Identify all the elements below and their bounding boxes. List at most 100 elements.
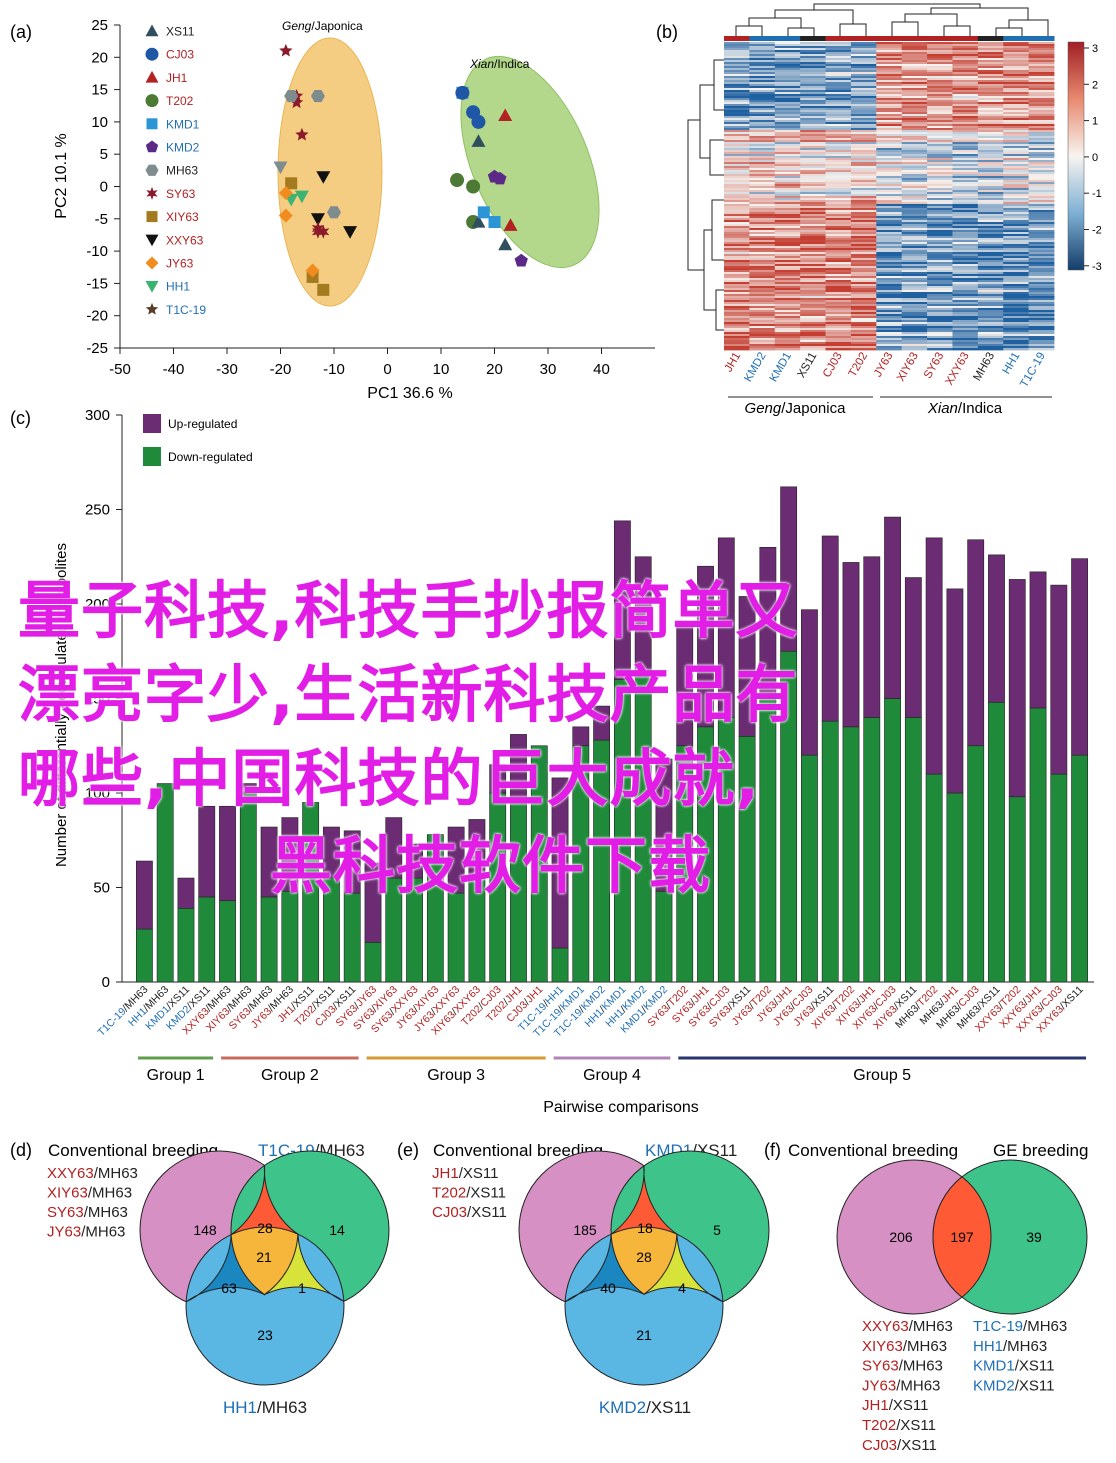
- heatmap-cell: [927, 338, 953, 341]
- heatmap-cell: [1028, 254, 1055, 257]
- heatmap-cell: [876, 266, 903, 269]
- heatmap-cell: [901, 222, 928, 225]
- heatmap-cell: [825, 130, 852, 133]
- heatmap-cell: [1028, 320, 1055, 323]
- heatmap-cell: [724, 118, 750, 121]
- heatmap-cell: [952, 48, 979, 51]
- heatmap-cell: [952, 138, 979, 141]
- heatmap-cell: [977, 144, 1004, 147]
- heatmap-cell: [977, 108, 1004, 111]
- heatmap-cell: [876, 204, 903, 207]
- heatmap-cell: [825, 124, 852, 127]
- heatmap-cell: [901, 310, 928, 313]
- heatmap-cell: [800, 324, 826, 327]
- heatmap-cell: [800, 274, 826, 277]
- heatmap-cell: [724, 76, 750, 79]
- heatmap-cell: [1028, 50, 1055, 53]
- heatmap-cell: [952, 146, 979, 149]
- legend-label: XIY63: [166, 210, 199, 224]
- heatmap-cell: [774, 224, 801, 227]
- heatmap-cell: [876, 74, 903, 77]
- heatmap-cell: [952, 284, 979, 287]
- heatmap-cell: [977, 278, 1004, 281]
- heatmap-cell: [1028, 120, 1055, 123]
- heatmap-cell: [952, 180, 979, 183]
- heatmap-cell: [825, 280, 852, 283]
- heatmap-cell: [724, 138, 750, 141]
- heatmap-cell: [952, 56, 979, 59]
- heatmap-cell: [749, 80, 776, 83]
- heatmap-cell: [901, 312, 928, 315]
- heatmap-cell: [927, 320, 953, 323]
- heatmap-cell: [774, 336, 801, 339]
- heatmap-cell: [1028, 242, 1055, 245]
- heatmap-cell: [977, 338, 1004, 341]
- heatmap-cell: [927, 304, 953, 307]
- heatmap-cell: [927, 148, 953, 151]
- heatmap-cell: [774, 238, 801, 241]
- heatmap-cell: [800, 186, 826, 189]
- heatmap-cell: [800, 72, 826, 75]
- heatmap-cell: [1028, 144, 1055, 147]
- bar-up-regulated: [219, 805, 236, 902]
- heatmap-cell: [977, 302, 1004, 305]
- heatmap-cell: [724, 74, 750, 77]
- heatmap-cell: [901, 176, 928, 179]
- heatmap-cell: [825, 166, 852, 169]
- heatmap-cell: [825, 154, 852, 157]
- heatmap-cell: [825, 262, 852, 265]
- venn-d-overlap-center: [230, 1226, 299, 1296]
- heatmap-cell: [876, 86, 903, 89]
- heatmap-cell: [1028, 274, 1055, 277]
- heatmap-cell: [1028, 178, 1055, 181]
- heatmap-cell: [774, 204, 801, 207]
- heatmap-cell: [825, 230, 852, 233]
- heatmap-cell: [850, 82, 877, 85]
- heatmap-cell: [749, 254, 776, 257]
- bar-down-regulated: [884, 698, 901, 983]
- heatmap-cell: [876, 260, 903, 263]
- heatmap-cell: [927, 170, 953, 173]
- dendrogram-branch: [891, 21, 919, 36]
- heatmap-cell: [876, 316, 903, 319]
- heatmap-cell: [927, 284, 953, 287]
- heatmap-cell: [749, 206, 776, 209]
- heatmap-cell: [850, 218, 877, 221]
- heatmap-cell: [1003, 218, 1030, 221]
- bar-down-regulated: [156, 783, 174, 983]
- heatmap-cell: [850, 146, 877, 149]
- heatmap-cell: [1028, 94, 1055, 97]
- heatmap-cell: [901, 112, 928, 115]
- heatmap-cell: [977, 98, 1004, 101]
- heatmap-cell: [927, 226, 953, 229]
- heatmap-cell: [749, 248, 776, 251]
- heatmap-cell: [1028, 296, 1055, 299]
- heatmap-cell: [901, 158, 928, 161]
- heatmap-cell: [825, 202, 852, 205]
- heatmap-cell: [825, 346, 852, 349]
- heatmap-cell: [876, 92, 903, 95]
- heatmap-cell: [850, 62, 877, 65]
- heatmap-cell: [1028, 194, 1055, 197]
- heatmap-cell: [1003, 292, 1030, 295]
- heatmap-cell: [1028, 126, 1055, 129]
- heatmap-cell: [1028, 60, 1055, 63]
- heatmap-cell: [952, 214, 979, 217]
- heatmap-cell: [749, 108, 776, 111]
- heatmap-cell: [749, 154, 776, 157]
- heatmap-cell: [724, 80, 750, 83]
- heatmap-cell: [749, 344, 776, 347]
- heatmap-cell: [850, 182, 877, 185]
- heatmap-cell: [774, 100, 801, 103]
- heatmap-cell: [876, 58, 903, 61]
- heatmap-cell: [774, 274, 801, 277]
- heatmap-cell: [952, 96, 979, 99]
- heatmap-cell: [901, 66, 928, 69]
- heatmap-cell: [850, 70, 877, 73]
- heatmap-cell: [952, 274, 979, 277]
- x-tick-label: -20: [270, 361, 292, 378]
- heatmap-cell: [927, 122, 953, 125]
- heatmap-cell: [800, 144, 826, 147]
- heatmap-cell: [977, 328, 1004, 331]
